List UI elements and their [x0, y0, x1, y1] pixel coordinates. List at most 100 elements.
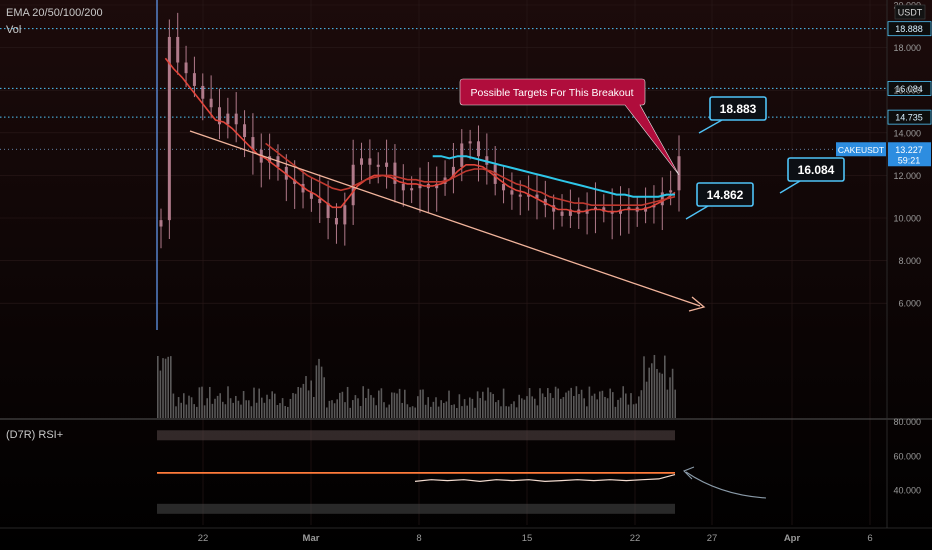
volume-bar [157, 355, 159, 418]
candle-body [243, 124, 247, 138]
volume-bar [664, 355, 666, 418]
volume-bar [318, 358, 320, 418]
volume-bar [622, 386, 624, 418]
candle-body [410, 188, 414, 191]
candle-body [610, 211, 614, 214]
y-tick-label: 8.000 [898, 256, 921, 266]
current-price-timer: 59:21 [898, 155, 921, 165]
volume-bar [162, 358, 164, 418]
volume-bar [536, 405, 539, 418]
volume-bar [440, 400, 442, 418]
volume-bar [541, 393, 544, 418]
volume-bar [250, 406, 253, 418]
currency-badge-bg [894, 4, 926, 20]
ema-line-ema_fast [164, 57, 676, 213]
volume-bar [458, 394, 461, 418]
volume-bar [643, 356, 645, 418]
candle-body [510, 190, 514, 195]
volume-bar [188, 395, 190, 418]
trendline [189, 130, 706, 312]
volume-bar [674, 389, 676, 418]
candle-body [535, 194, 539, 199]
volume-bar [258, 388, 260, 418]
candles [156, 0, 681, 330]
price-label-box [887, 109, 932, 125]
candle-body [368, 158, 372, 165]
rsi-y-tick-label: 40.000 [893, 486, 921, 496]
volume-bar [219, 393, 221, 418]
volume-bar [378, 390, 380, 418]
volume-bar [323, 377, 325, 418]
volume-bar [352, 400, 354, 418]
volume-bar [427, 397, 429, 418]
y-tick-label: 16.000 [893, 86, 921, 96]
candle-body [326, 203, 330, 218]
price-label: 16.084 [895, 84, 923, 94]
candle-body [201, 85, 205, 99]
volume-bar [242, 390, 245, 418]
volume-bar [445, 401, 448, 418]
candle-body [418, 183, 422, 189]
candle-body [401, 183, 405, 191]
volume-bar [271, 391, 273, 418]
volume-bar [627, 404, 630, 418]
currency-badge[interactable]: USDT [898, 8, 923, 18]
volume-bar [380, 388, 383, 418]
volume-bar [393, 392, 396, 418]
volume-bar [632, 404, 635, 418]
volume-bar [570, 387, 572, 418]
volume-bar [164, 358, 167, 418]
volume-bar [183, 393, 185, 418]
volume-bar [549, 393, 552, 418]
volume-bar [508, 406, 510, 418]
candle-body [593, 207, 597, 210]
volume-bar [552, 397, 554, 418]
volume-bars [157, 354, 676, 418]
candle-body [209, 98, 213, 108]
x-tick-label: 27 [707, 533, 718, 544]
volume-bar [349, 407, 351, 418]
volume-bar [177, 397, 180, 418]
volume-label[interactable]: Vol [6, 24, 21, 36]
volume-bar [591, 395, 593, 418]
volume-bar [331, 400, 333, 418]
y-tick-label: 12.000 [893, 171, 921, 181]
ema-line-ema_slow [265, 142, 676, 206]
volume-bar [315, 365, 318, 418]
volume-bar [653, 354, 656, 418]
indicator-label[interactable]: EMA 20/50/100/200 [6, 7, 103, 19]
symbol-label: CAKEUSDT [838, 145, 884, 155]
target-box [696, 182, 754, 207]
volume-bar [346, 386, 349, 418]
volume-bar [606, 398, 609, 418]
volume-bar [450, 404, 453, 418]
volume-bar [596, 399, 598, 418]
volume-bar [432, 401, 435, 418]
volume-bar [630, 393, 632, 418]
volume-bar [547, 388, 549, 418]
volume-bar [261, 397, 263, 418]
volume-bar [466, 405, 468, 418]
volume-bar [565, 392, 567, 418]
volume-bar [640, 390, 643, 418]
volume-bar [266, 394, 268, 418]
candle-body [552, 205, 556, 212]
volume-bar [471, 398, 474, 418]
y-tick-label: 18.000 [893, 43, 921, 53]
callout-text: Possible Targets For This Breakout [470, 87, 633, 99]
volume-bar [336, 399, 338, 418]
rsi-lower-band [157, 503, 675, 514]
volume-bar [253, 387, 255, 418]
rsi-label[interactable]: (D7R) RSI+ [6, 429, 63, 441]
trendline-segment [189, 130, 701, 307]
candle-body [652, 205, 656, 208]
candle-body [619, 209, 623, 214]
volume-bar [617, 399, 619, 418]
x-tick-label: 8 [416, 533, 421, 544]
volume-bar [671, 368, 674, 418]
current-price-value: 13.227 [895, 145, 923, 155]
volume-bar [656, 369, 658, 418]
volume-bar [612, 392, 614, 418]
